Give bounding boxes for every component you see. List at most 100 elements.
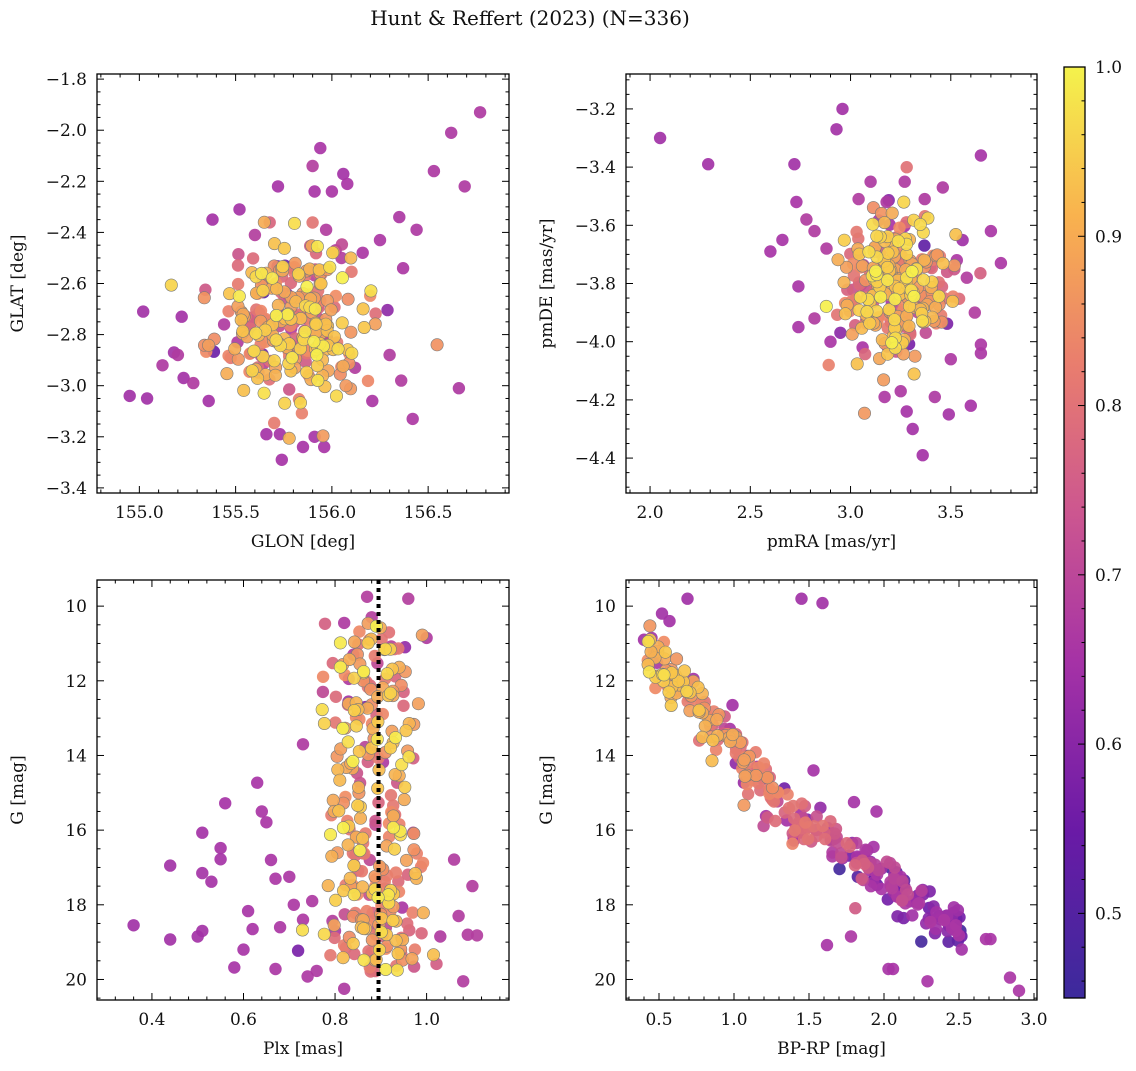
y-tick-label: −3.4: [46, 479, 87, 499]
data-point: [799, 816, 812, 829]
data-point: [907, 289, 921, 303]
data-point: [257, 386, 271, 400]
data-point: [307, 335, 321, 349]
data-point: [916, 273, 930, 287]
data-point: [407, 826, 421, 840]
data-point: [880, 195, 893, 209]
data-point: [246, 922, 259, 936]
data-point: [399, 724, 413, 738]
data-point: [164, 278, 178, 292]
data-point: [339, 379, 353, 393]
data-point: [306, 159, 319, 173]
data-point: [268, 368, 282, 382]
data-point: [356, 302, 370, 316]
data-point: [850, 225, 863, 239]
data-point: [317, 716, 331, 730]
scatter-points: [637, 592, 1026, 997]
data-point: [300, 280, 314, 294]
x-axis-label: BP-RP [mag]: [777, 1039, 886, 1059]
data-point: [386, 809, 400, 823]
data-point: [916, 449, 929, 462]
data-point: [268, 416, 281, 430]
data-point: [974, 267, 987, 280]
data-point: [214, 853, 227, 866]
data-point: [276, 260, 290, 274]
data-point: [919, 326, 932, 339]
data-point: [445, 126, 458, 139]
data-point: [222, 305, 235, 318]
x-tick-label: 156.0: [308, 503, 357, 523]
data-point: [315, 703, 329, 717]
data-point: [839, 260, 853, 274]
data-point: [866, 217, 880, 231]
x-tick-label: 3.0: [1020, 1010, 1047, 1030]
data-point: [335, 238, 349, 251]
data-point: [295, 407, 309, 420]
axes-frame: [625, 73, 1038, 494]
data-point: [816, 819, 829, 833]
data-point: [877, 216, 891, 230]
data-point: [319, 223, 333, 236]
data-point: [314, 277, 328, 291]
data-point: [908, 349, 922, 363]
scatter-points: [127, 590, 484, 995]
data-point: [356, 831, 370, 845]
data-point: [241, 904, 255, 918]
data-point: [852, 192, 865, 206]
data-point: [1012, 984, 1026, 997]
data-point: [287, 216, 301, 230]
data-point: [855, 872, 868, 885]
data-point: [702, 158, 715, 171]
data-point: [850, 357, 864, 371]
data-point: [333, 773, 347, 787]
data-point: [880, 855, 893, 868]
data-point: [706, 733, 720, 747]
data-point: [808, 224, 821, 238]
panel-proper-motion: 2.0 2.5 3.0 3.5 −4.4 −4.2 −4.0 −3.8 −3.6 −3.4 −3.2…: [537, 73, 1038, 552]
data-point: [336, 821, 350, 835]
data-point: [318, 617, 332, 630]
x-tick-label: 3.0: [837, 503, 864, 523]
data-point: [900, 161, 913, 174]
colorbar-tick-label: 0.7: [1095, 566, 1122, 586]
y-tick-label: −2.0: [46, 121, 87, 141]
data-point: [795, 592, 808, 605]
data-point: [347, 888, 361, 902]
data-point: [974, 149, 988, 162]
data-point: [810, 810, 823, 823]
data-point: [885, 336, 899, 350]
data-point: [391, 947, 405, 961]
data-point: [383, 686, 397, 700]
data-point: [885, 206, 899, 220]
data-point: [837, 233, 851, 247]
data-point: [202, 394, 215, 408]
data-point: [296, 738, 310, 751]
x-tick-label: 3.5: [937, 503, 964, 523]
data-point: [254, 304, 268, 318]
y-tick-label: 20: [594, 970, 616, 990]
data-point: [301, 970, 314, 983]
x-axis-label: GLON [deg]: [251, 532, 355, 552]
data-point: [369, 619, 383, 633]
y-tick-label: 20: [65, 970, 87, 990]
data-point: [338, 982, 351, 995]
data-point: [187, 376, 200, 390]
data-point: [470, 929, 484, 942]
data-point: [677, 664, 691, 678]
colorbar-gradient: [1063, 66, 1086, 999]
x-tick-label: 155.5: [211, 503, 260, 523]
data-point: [932, 289, 946, 303]
data-point: [807, 764, 820, 777]
data-point: [658, 645, 672, 659]
x-tick-label: 0.8: [322, 1010, 349, 1030]
data-point: [872, 863, 885, 877]
data-point: [306, 216, 319, 229]
data-point: [228, 342, 242, 356]
data-point: [386, 913, 400, 927]
y-tick-label: 12: [65, 672, 87, 692]
data-point: [869, 264, 883, 278]
data-point: [822, 358, 835, 372]
data-point: [206, 213, 219, 226]
data-point: [862, 245, 876, 259]
data-point: [390, 963, 404, 977]
